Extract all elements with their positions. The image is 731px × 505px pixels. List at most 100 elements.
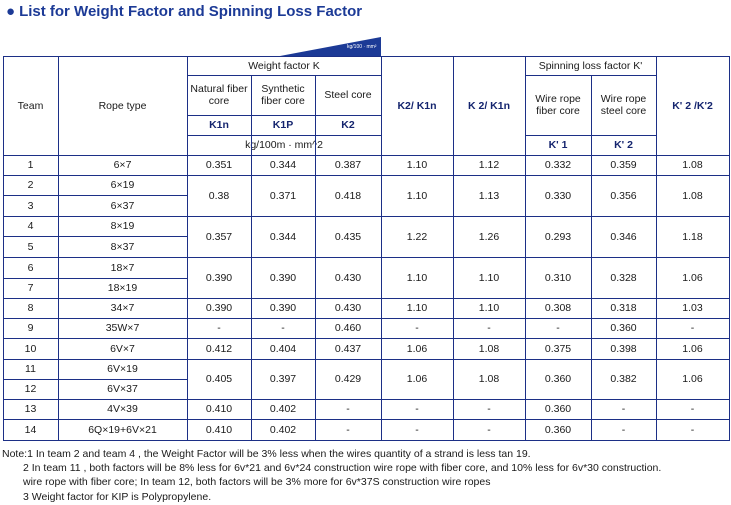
value-cell-kp1: 0.310 — [544, 271, 572, 284]
table-hline — [525, 75, 656, 76]
table-vline — [3, 56, 4, 440]
value-cell-k2: 0.418 — [334, 189, 362, 202]
value-cell-kr: 1.03 — [682, 302, 703, 314]
value-cell-kp2: 0.356 — [610, 189, 637, 202]
rope-type-cell: 35W×7 — [105, 322, 140, 334]
rope-type-cell: 6V×7 — [110, 342, 135, 355]
header-units: kg/100m · mm^2 — [245, 139, 323, 151]
rope-type-cell: 6V×37 — [107, 383, 138, 395]
value-cell-r2: 1.08 — [478, 342, 500, 355]
table-vline — [656, 56, 657, 440]
table-hline — [187, 115, 381, 116]
value-cell-k1n: 0.390 — [205, 271, 233, 284]
value-cell-k2: 0.387 — [334, 159, 362, 171]
value-cell-k2: 0.430 — [334, 302, 362, 314]
table-hline — [3, 155, 729, 156]
team-cell: 12 — [24, 383, 37, 395]
header-k1p: K1P — [272, 119, 294, 131]
value-cell-r1: 1.06 — [406, 342, 428, 355]
table-hline — [3, 298, 729, 299]
header-kp1: K' 1 — [548, 139, 568, 151]
value-cell-kp2: 0.318 — [610, 302, 637, 314]
note-2-cont: wire rope with fiber core; In team 12, b… — [23, 476, 491, 489]
value-cell-kp2: 0.346 — [610, 230, 637, 243]
page-title-text: List for Weight Factor and Spinning Loss… — [19, 3, 363, 20]
rope-type-cell: 8×37 — [110, 240, 135, 253]
value-cell-kp1: 0.375 — [544, 342, 572, 355]
value-cell-r1: - — [415, 423, 419, 436]
header-natural-fiber-core: Natural fiber core — [190, 83, 248, 107]
value-cell-kr: - — [690, 322, 695, 334]
value-cell-k2: 0.437 — [334, 342, 362, 355]
value-cell-kp1: 0.293 — [544, 230, 572, 243]
team-cell: 11 — [25, 363, 36, 375]
value-cell-k2: - — [346, 423, 350, 436]
table-hline — [3, 216, 729, 217]
value-cell-k1p: 0.397 — [269, 373, 297, 385]
table-vline — [58, 56, 59, 440]
value-cell-kr: 1.18 — [682, 230, 703, 243]
table-hline — [3, 195, 187, 196]
value-cell-kp2: 0.360 — [610, 322, 637, 334]
team-cell: 13 — [24, 403, 37, 415]
header-k1n: K1n — [209, 119, 229, 131]
bullet-icon: ● — [6, 3, 16, 20]
table-vline — [729, 56, 730, 440]
team-cell: 1 — [27, 159, 34, 171]
value-cell-kr: 1.06 — [682, 271, 703, 284]
team-cell: 6 — [27, 261, 34, 274]
table-vline — [187, 56, 188, 440]
value-cell-r2: - — [487, 322, 491, 334]
rope-type-cell: 8×19 — [110, 220, 135, 232]
table-hline — [3, 359, 729, 360]
value-cell-k1p: 0.344 — [269, 230, 297, 243]
notes: Note:1 In team 2 and team 4 , the Weight… — [2, 447, 661, 504]
header-k2: K2 — [341, 119, 355, 131]
table-vline — [525, 56, 526, 440]
team-cell: 4 — [27, 220, 34, 232]
rope-type-cell: 6V×19 — [107, 363, 138, 375]
table-hline — [3, 338, 729, 339]
value-cell-kp2: 0.359 — [610, 159, 637, 171]
value-cell-kr: 1.08 — [682, 159, 703, 171]
value-cell-r2: 1.26 — [478, 230, 500, 243]
value-cell-kp1: 0.360 — [544, 403, 572, 415]
header-wire-rope-fiber-core: Wire rope fiber core — [535, 93, 581, 117]
rope-type-cell: 34×7 — [110, 302, 135, 314]
value-cell-k1p: 0.402 — [269, 403, 297, 415]
header-kp-ratio: K' 2 /K'2 — [672, 99, 713, 112]
value-cell-kp1: 0.360 — [544, 373, 572, 385]
value-cell-r1: - — [415, 322, 419, 334]
value-cell-k1p: - — [281, 322, 285, 334]
header-k2-k1n-a: K2/ K1n — [397, 99, 437, 112]
rope-type-cell: 6×37 — [110, 199, 135, 212]
value-cell-kp2: 0.328 — [610, 271, 637, 284]
value-cell-k1p: 0.402 — [269, 423, 297, 436]
table-hline — [3, 379, 187, 380]
value-cell-r2: 1.10 — [478, 271, 500, 284]
value-cell-kr: - — [690, 403, 695, 415]
rope-type-cell: 18×19 — [107, 282, 138, 294]
header-weight-factor: Weight factor K — [248, 59, 320, 72]
value-cell-k1n: - — [217, 322, 221, 334]
team-cell: 7 — [27, 282, 34, 294]
table-hline — [3, 257, 729, 258]
value-cell-r1: 1.22 — [406, 230, 428, 243]
value-cell-k1n: 0.38 — [208, 189, 230, 202]
value-cell-k1n: 0.412 — [205, 342, 233, 355]
rope-type-cell: 6Q×19+6V×21 — [88, 423, 157, 436]
team-cell: 3 — [27, 199, 34, 212]
table-hline — [3, 399, 729, 400]
header-kp2: K' 2 — [614, 139, 633, 151]
header-wire-rope-steel-core: Wire rope steel core — [600, 93, 647, 117]
value-cell-r1: 1.10 — [406, 302, 428, 314]
value-cell-kp2: 0.398 — [610, 342, 637, 355]
table-border-top — [3, 56, 730, 57]
value-cell-r1: 1.10 — [406, 271, 428, 284]
value-cell-k1p: 0.390 — [269, 302, 297, 314]
table-hline — [187, 75, 381, 76]
value-cell-r1: - — [415, 403, 419, 415]
value-cell-kp1: 0.360 — [544, 423, 572, 436]
table-vline — [381, 56, 382, 440]
value-cell-r2: 1.08 — [478, 373, 500, 385]
